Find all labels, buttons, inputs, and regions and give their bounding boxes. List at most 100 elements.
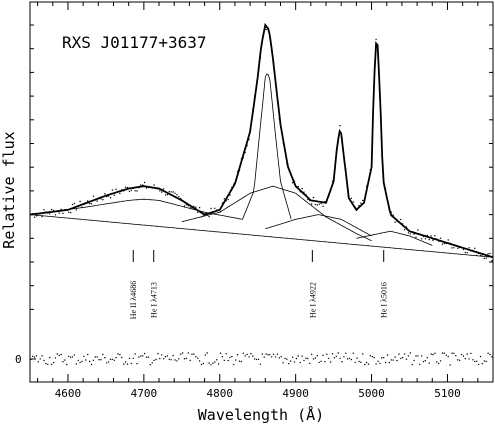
data-point — [375, 38, 377, 41]
residual-point — [318, 361, 320, 364]
residual-point — [143, 352, 146, 355]
residual-point — [257, 358, 260, 360]
data-point — [322, 205, 324, 207]
data-point — [134, 190, 136, 192]
residual-point — [248, 356, 250, 358]
x-tick-label: 5000 — [358, 387, 385, 400]
residual-point — [238, 360, 241, 362]
residual-point — [128, 357, 131, 360]
continuum-curve — [29, 214, 494, 258]
residual-point — [354, 361, 356, 364]
component-narrow-Hbeta-curve — [242, 73, 292, 220]
residual-point — [35, 355, 38, 357]
residual-point — [197, 357, 199, 359]
residual-point — [458, 359, 461, 361]
residual-point — [75, 363, 78, 365]
component-HeII-4686-curve — [29, 198, 243, 220]
residual-point — [49, 356, 51, 359]
residual-point — [240, 360, 243, 363]
data-point — [451, 247, 453, 249]
fit-curves — [29, 22, 494, 259]
data-point — [417, 229, 419, 231]
residual-point — [96, 356, 98, 358]
residual-point — [225, 353, 227, 355]
line-id-label: He I λ5016 — [380, 282, 389, 318]
residual-point — [312, 358, 315, 360]
data-point — [312, 196, 315, 199]
data-point — [464, 251, 466, 254]
residual-point — [364, 363, 366, 366]
residual-point — [466, 353, 468, 355]
residual-point — [236, 354, 239, 356]
residual-point — [377, 360, 379, 362]
residual-point — [388, 361, 391, 364]
residual-point — [276, 353, 279, 355]
data-point — [62, 212, 64, 214]
residual-point — [255, 358, 258, 361]
residual-point — [180, 353, 182, 355]
residual-point — [195, 356, 197, 358]
data-point — [71, 203, 74, 206]
line-id-label: He I λ4713 — [150, 282, 159, 318]
residual-point — [441, 352, 444, 354]
residual-point — [151, 362, 153, 364]
residual-point — [324, 361, 326, 363]
residual-point — [187, 352, 189, 354]
residual-point — [341, 361, 343, 363]
data-point — [143, 181, 146, 184]
data-point — [161, 191, 163, 193]
residual-point — [322, 354, 324, 357]
data-point — [424, 238, 427, 240]
residual-point — [438, 362, 440, 365]
residual-point — [419, 363, 421, 366]
residual-point — [409, 352, 411, 354]
residual-point — [68, 355, 70, 357]
data-point — [183, 205, 186, 207]
residual-point — [267, 354, 269, 356]
fit-total-curve — [29, 22, 494, 259]
residual-point — [373, 356, 375, 359]
residual-point — [434, 352, 436, 354]
residual-point — [229, 356, 231, 359]
residual-point — [286, 358, 288, 360]
residual-point — [483, 360, 485, 362]
residual-point — [178, 358, 180, 360]
residual-point — [166, 355, 169, 357]
residual-point — [104, 357, 106, 359]
residual-point — [383, 356, 385, 359]
residual-point — [198, 360, 201, 362]
residual-point — [386, 354, 389, 356]
x-tick-label: 4600 — [55, 387, 82, 400]
residual-point — [413, 359, 415, 362]
residual-point — [90, 363, 93, 366]
residual-point — [439, 360, 442, 362]
residual-points — [30, 352, 493, 366]
residual-point — [145, 356, 148, 358]
residual-point — [113, 359, 116, 361]
data-point — [60, 208, 62, 210]
data-point — [100, 198, 102, 200]
residual-point — [430, 353, 432, 355]
data-point — [403, 229, 406, 231]
residual-point — [115, 356, 117, 359]
residual-point — [337, 352, 339, 354]
data-point — [130, 189, 132, 192]
line-identifications: He II λ4686 He I λ4713 He I λ4922 He I λ501… — [129, 250, 389, 319]
residual-point — [155, 358, 157, 361]
residual-point — [200, 363, 203, 366]
residual-point — [147, 356, 150, 358]
residual-point — [54, 357, 57, 359]
residual-point — [462, 355, 465, 357]
residual-point — [73, 354, 76, 356]
residual-point — [290, 360, 292, 362]
residual-point — [348, 357, 351, 359]
data-point — [162, 188, 165, 190]
residual-point — [352, 352, 354, 354]
residual-point — [415, 355, 417, 357]
data-point — [447, 239, 449, 241]
residual-point — [208, 362, 210, 364]
residual-point — [47, 363, 49, 366]
x-axis-label: Wavelength (Å) — [198, 405, 324, 424]
residual-point — [123, 363, 125, 365]
residual-point — [185, 357, 188, 360]
